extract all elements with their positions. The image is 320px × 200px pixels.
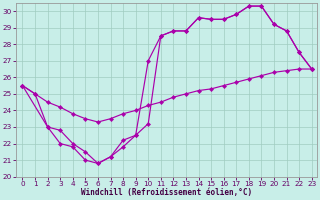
X-axis label: Windchill (Refroidissement éolien,°C): Windchill (Refroidissement éolien,°C) [81, 188, 252, 197]
